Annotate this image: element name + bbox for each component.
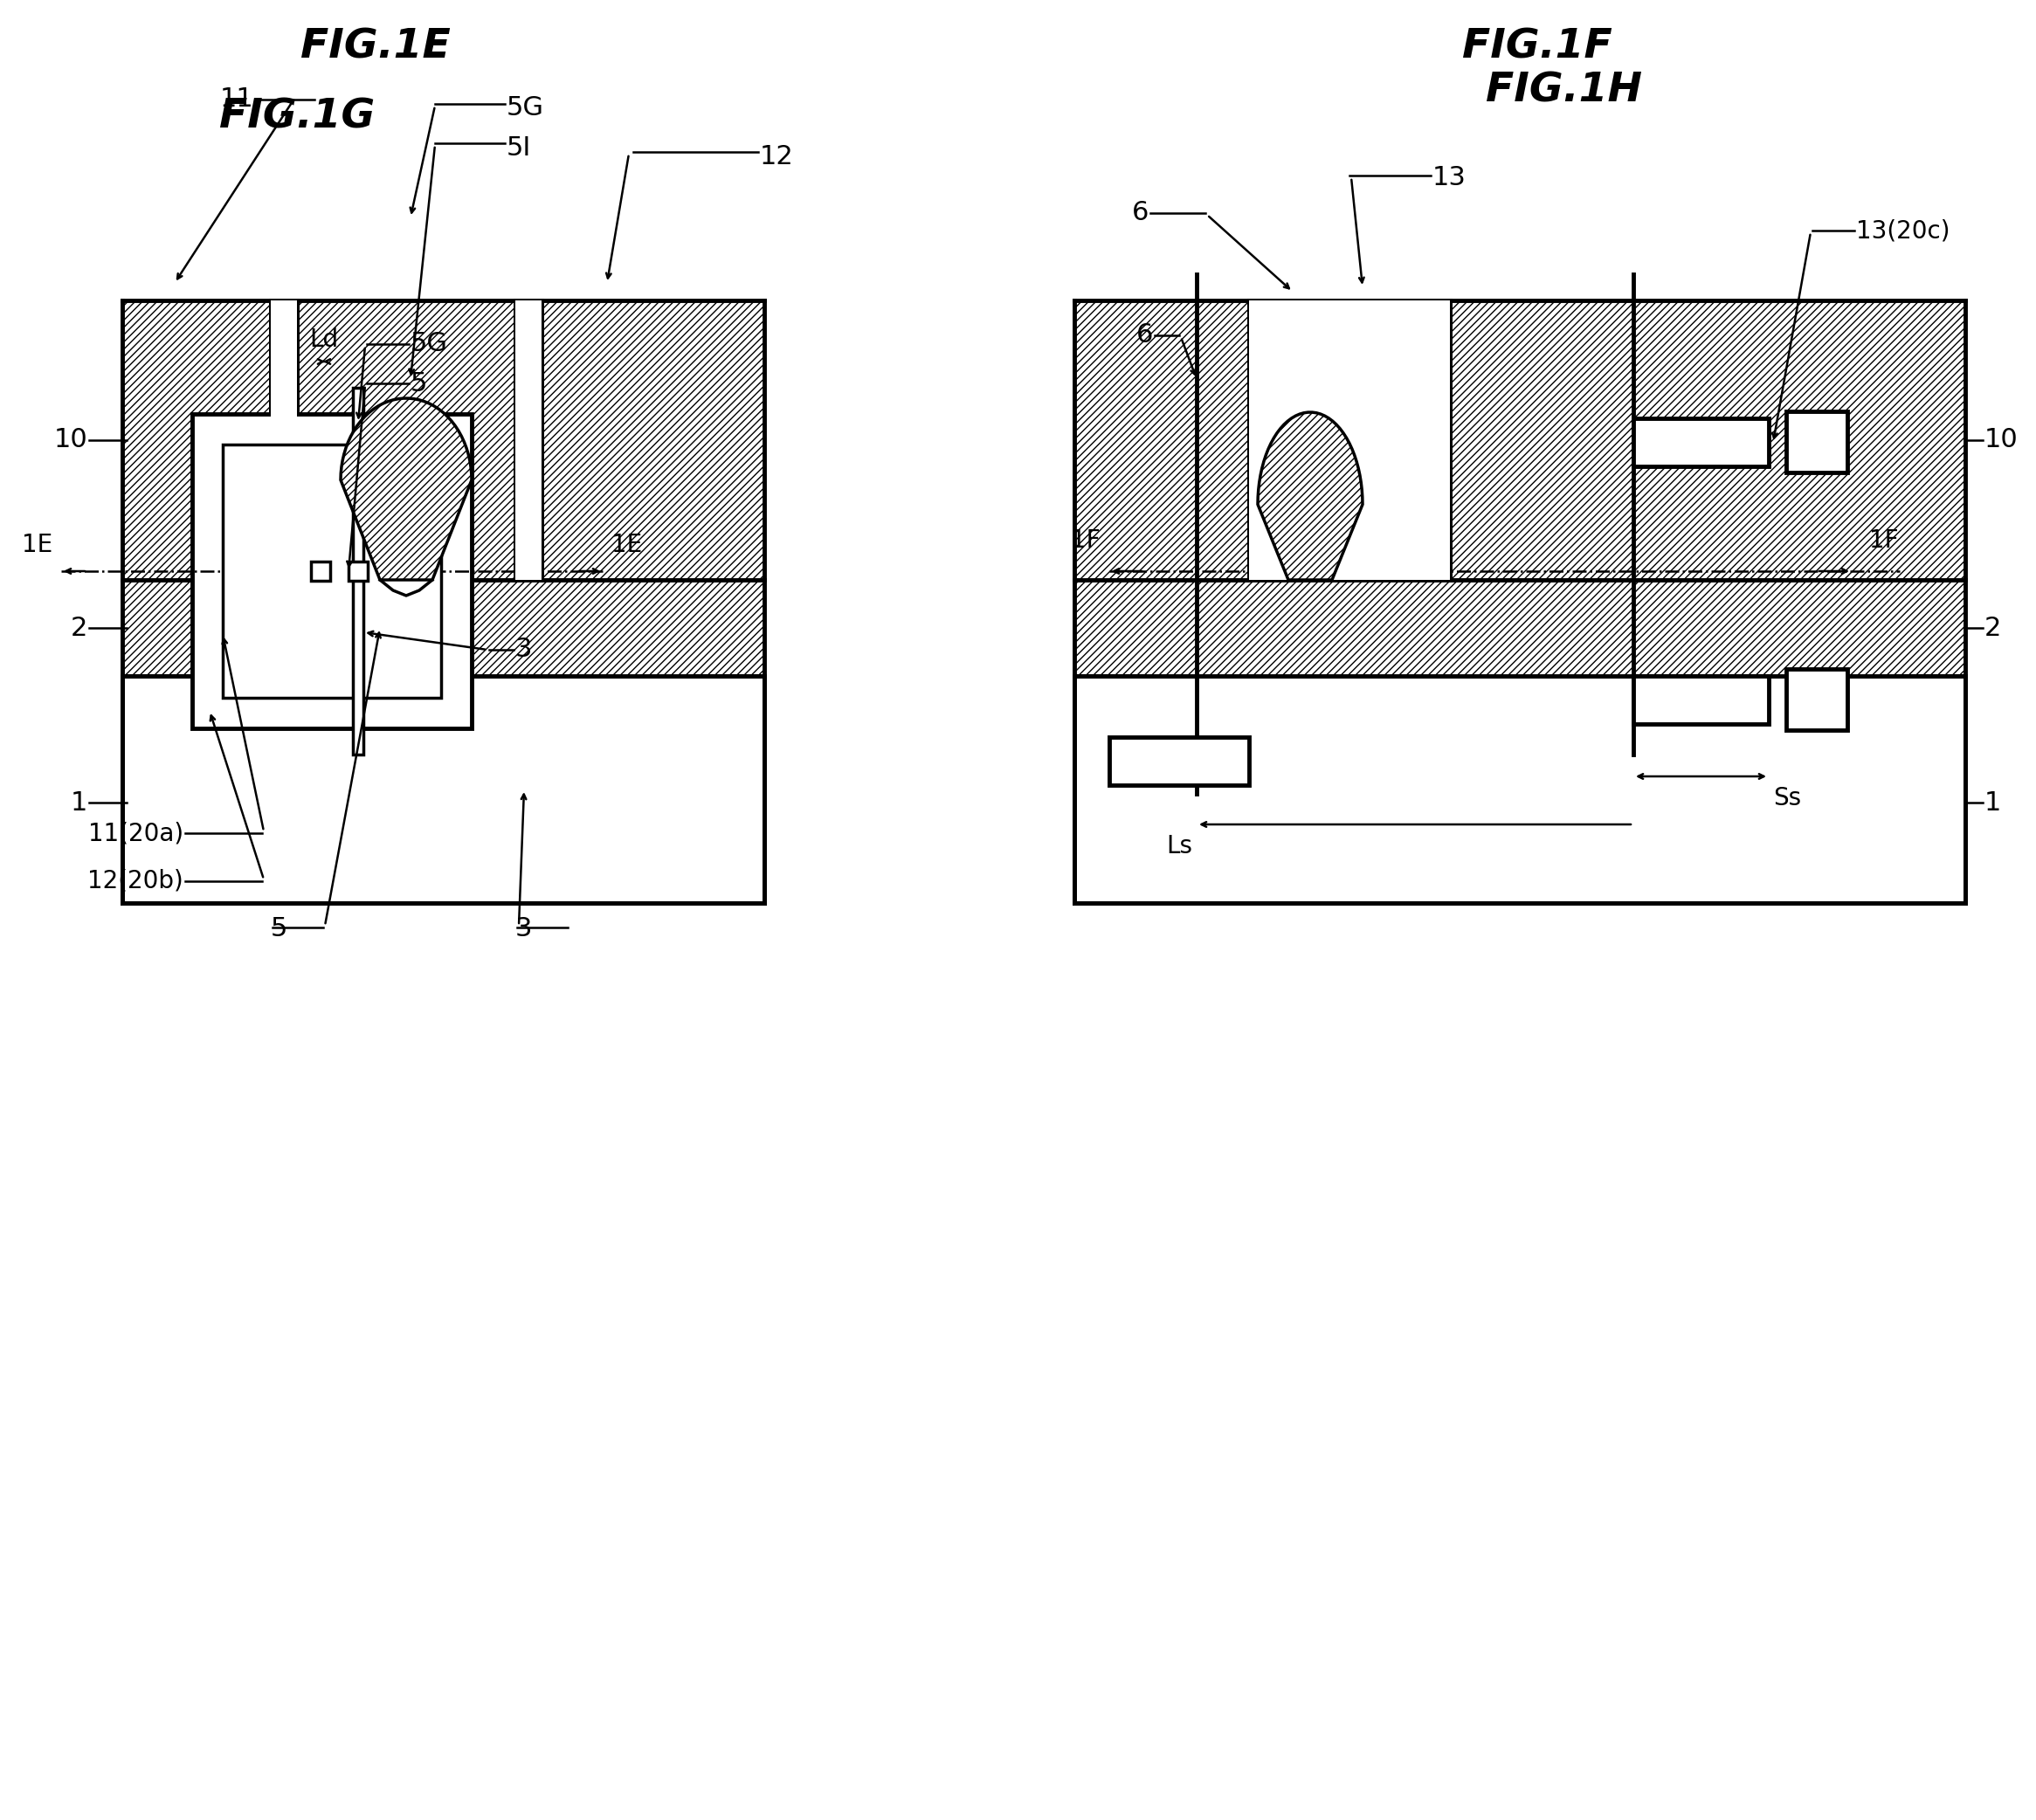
Text: 6: 6 — [1132, 200, 1148, 226]
Polygon shape — [340, 399, 472, 581]
Text: 5G: 5G — [411, 331, 448, 357]
Text: 2: 2 — [1985, 615, 2001, 641]
Bar — [1786, 670, 1847, 730]
Bar — [122, 581, 764, 675]
Text: Ss: Ss — [1773, 786, 1802, 810]
Text: 2: 2 — [71, 615, 88, 641]
Text: 5G: 5G — [507, 96, 544, 120]
Text: 6: 6 — [1136, 322, 1152, 348]
Text: 3: 3 — [515, 917, 531, 943]
Text: 13(20c): 13(20c) — [1857, 218, 1950, 242]
Text: FIG.1H: FIG.1H — [1486, 71, 1641, 111]
Bar — [1633, 419, 1769, 466]
Text: FIG.1G: FIG.1G — [220, 98, 375, 137]
Bar — [222, 444, 442, 697]
Text: FIG.1F: FIG.1F — [1462, 27, 1613, 67]
Polygon shape — [1258, 413, 1362, 581]
Text: Ls: Ls — [1167, 834, 1193, 859]
Bar — [271, 300, 297, 581]
Bar — [191, 413, 472, 728]
Text: 11(20a): 11(20a) — [88, 821, 183, 844]
Text: 5: 5 — [411, 371, 428, 397]
Text: 13: 13 — [1433, 166, 1466, 191]
Bar — [348, 562, 369, 581]
Text: 1: 1 — [1985, 790, 2001, 815]
Text: 10: 10 — [1985, 428, 2018, 453]
Text: 1F: 1F — [1869, 528, 1898, 553]
Text: 11: 11 — [220, 87, 252, 113]
Text: 10: 10 — [53, 428, 88, 453]
Bar — [515, 300, 542, 581]
Text: Ld: Ld — [309, 328, 338, 351]
Bar — [1075, 581, 1965, 675]
Bar — [1075, 300, 1248, 581]
Text: 1F: 1F — [1071, 528, 1101, 553]
Bar — [122, 300, 271, 581]
Bar — [1633, 675, 1769, 724]
Bar — [312, 562, 330, 581]
Bar — [1248, 300, 1450, 581]
Bar — [1786, 411, 1847, 473]
Text: 1E: 1E — [22, 533, 53, 557]
Bar — [1450, 300, 1965, 581]
Text: FIG.1E: FIG.1E — [301, 27, 450, 67]
Bar — [1075, 675, 1965, 903]
Bar — [1110, 737, 1248, 784]
Text: 1: 1 — [71, 790, 88, 815]
Bar — [297, 300, 515, 581]
Bar — [542, 300, 764, 581]
Text: 12(20b): 12(20b) — [88, 868, 183, 894]
Text: 5I: 5I — [507, 135, 531, 160]
Text: 3: 3 — [515, 637, 531, 662]
Bar — [122, 675, 764, 903]
Text: 5: 5 — [271, 917, 287, 943]
Text: 1E: 1E — [611, 533, 641, 557]
Bar — [352, 388, 362, 755]
Text: 12: 12 — [759, 144, 794, 169]
